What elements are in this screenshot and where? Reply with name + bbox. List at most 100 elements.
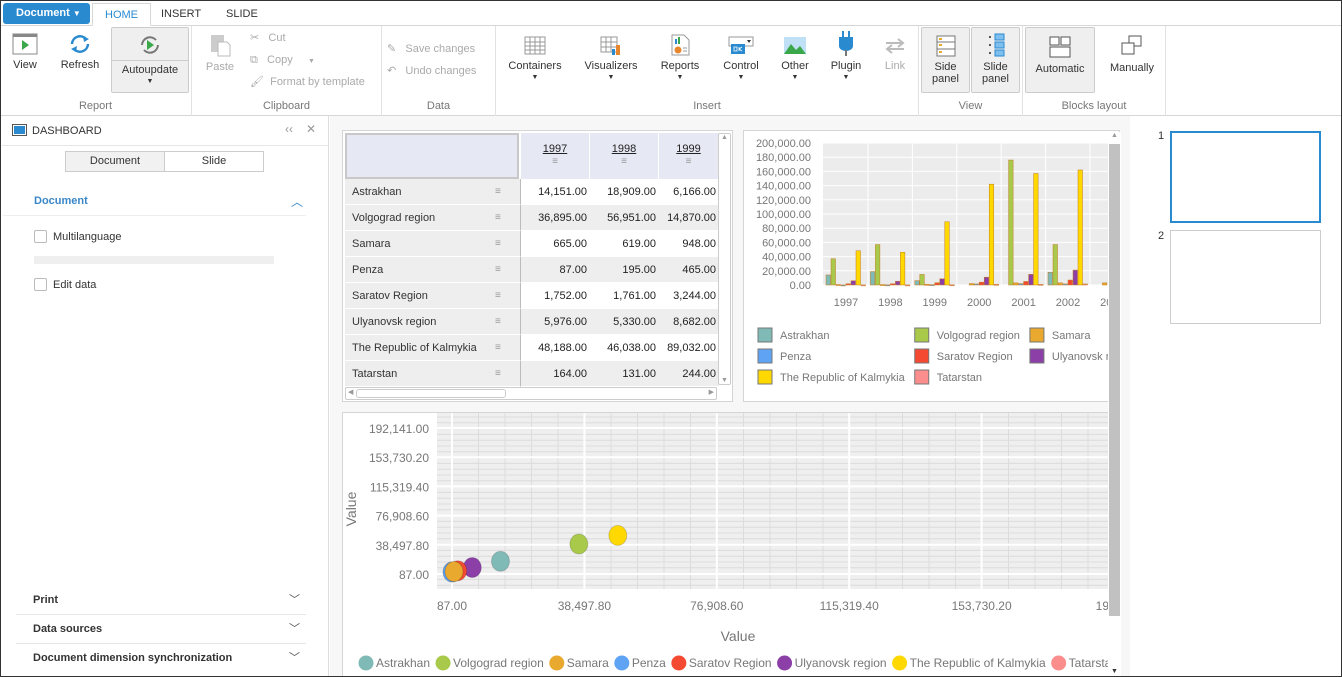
edit-data-checkbox[interactable] [34, 278, 47, 291]
segment-slide[interactable]: Slide [164, 151, 264, 172]
scroll-left-icon[interactable]: ◀ [348, 389, 354, 396]
table-cell[interactable]: 131.00 [590, 361, 659, 387]
filter-icon[interactable]: ≡ [495, 290, 501, 301]
filter-icon[interactable]: ≡ [495, 316, 501, 327]
segment-document[interactable]: Document [65, 151, 165, 172]
filter-icon[interactable]: ≡ [495, 342, 501, 353]
document-section-header[interactable]: Document ︿ [3, 186, 306, 216]
row-header[interactable]: Ulyanovsk region ≡ [345, 309, 521, 335]
scroll-thumb[interactable] [356, 389, 506, 398]
table-cell[interactable]: 5,330.00 [590, 309, 659, 335]
refresh-button[interactable]: Refresh [56, 33, 104, 71]
table-cell[interactable]: 18,909.00 [590, 179, 659, 205]
multilanguage-checkbox[interactable] [34, 230, 47, 243]
table-cell[interactable]: 465.00 [659, 257, 719, 283]
table-cell[interactable]: 48,188.00 [521, 335, 590, 361]
row-header[interactable]: Astrakhan ≡ [345, 179, 521, 205]
scroll-up-icon[interactable]: ▲ [721, 134, 728, 141]
scroll-thumb[interactable] [1109, 144, 1120, 616]
collapse-panel-icon[interactable]: ‹‹ [285, 122, 293, 136]
scatter-chart-block[interactable]: 87.00 38,497.80 76,908.60 115,319.40 153,730… [342, 412, 1120, 677]
filter-icon[interactable]: ≡ [495, 212, 501, 223]
slide-panel-button[interactable]: Slide panel [971, 27, 1020, 93]
slide-number: 1 [1158, 130, 1165, 142]
table-cell[interactable]: 89,032.00 [659, 335, 719, 361]
column-header[interactable]: 1998 ≡ [590, 133, 658, 179]
table-horizontal-scrollbar[interactable]: ◀ ▶ [345, 387, 717, 400]
control-button[interactable]: Control ▼ [718, 36, 764, 81]
autoupdate-button[interactable]: Autoupdate ▼ [111, 27, 189, 93]
row-header[interactable]: Samara ≡ [345, 231, 521, 257]
canvas-vertical-scrollbar[interactable]: ▲ ▼ [1108, 132, 1121, 677]
plugin-button[interactable]: Plugin ▼ [826, 30, 866, 81]
filter-icon[interactable]: ≡ [495, 238, 501, 249]
visualizers-button[interactable]: Visualizers ▼ [580, 36, 642, 81]
slide-thumbnail-2[interactable] [1170, 230, 1321, 324]
table-cell[interactable]: 56,951.00 [590, 205, 659, 231]
scroll-down-icon[interactable]: ▼ [721, 377, 728, 384]
manually-button[interactable]: Manually [1101, 34, 1163, 74]
table-cell[interactable]: 948.00 [659, 231, 719, 257]
view-button[interactable]: View [5, 33, 45, 71]
bar-chart-block[interactable]: 0.00 20,000.00 40,000.00 60,000.00 80,000.00… [743, 130, 1120, 402]
scroll-up-icon[interactable]: ▲ [1111, 132, 1118, 139]
automatic-button[interactable]: Automatic [1025, 27, 1095, 93]
scroll-down-icon[interactable]: ▼ [1111, 668, 1118, 675]
table-cell[interactable]: 665.00 [521, 231, 590, 257]
containers-button[interactable]: Containers ▼ [504, 36, 566, 81]
section-data-sources[interactable]: Data sources ﹀ [16, 615, 306, 644]
format-by-template-button[interactable]: 🖌 Format by template [250, 75, 365, 88]
filter-icon[interactable]: ≡ [552, 156, 558, 167]
table-cell[interactable]: 619.00 [590, 231, 659, 257]
cut-button[interactable]: ✂ Cut [250, 31, 286, 44]
table-cell[interactable]: 3,244.00 [659, 283, 719, 309]
close-icon[interactable]: ✕ [306, 122, 317, 136]
slide-thumbnail-1[interactable] [1170, 131, 1321, 223]
column-header[interactable]: 1999 ≡ [659, 133, 718, 179]
table-cell[interactable]: 14,151.00 [521, 179, 590, 205]
table-vertical-scrollbar[interactable]: ▲ ▼ [718, 133, 731, 385]
side-panel-button[interactable]: Side panel [921, 27, 970, 93]
table-cell[interactable]: 87.00 [521, 257, 590, 283]
table-cell[interactable]: 14,870.00 [659, 205, 719, 231]
table-cell[interactable]: 1,761.00 [590, 283, 659, 309]
paste-button[interactable]: Paste [200, 33, 240, 73]
table-block[interactable]: 1997 ≡ 1998 ≡ 1999 ≡ Astrakhan ≡ 14,151.00 18,90… [342, 130, 733, 402]
tab-slide[interactable]: SLIDE [226, 8, 258, 20]
filter-icon[interactable]: ≡ [685, 156, 692, 167]
undo-changes-button[interactable]: ↶ Undo changes [387, 64, 476, 77]
column-header[interactable]: 1997 ≡ [521, 133, 589, 179]
filter-icon[interactable]: ≡ [495, 368, 501, 379]
table-cell[interactable]: 164.00 [521, 361, 590, 387]
other-button[interactable]: Other ▼ [776, 36, 814, 81]
reports-button[interactable]: Reports ▼ [656, 34, 704, 81]
document-menu-button[interactable]: Document ▼ [3, 3, 90, 24]
tab-insert[interactable]: INSERT [161, 8, 202, 20]
table-cell[interactable]: 5,976.00 [521, 309, 590, 335]
section-print[interactable]: Print ﹀ [16, 586, 306, 615]
table-cell[interactable]: 6,166.00 [659, 179, 719, 205]
row-header[interactable]: The Republic of Kalmykia ≡ [345, 335, 521, 361]
copy-button[interactable]: ⧉ Copy ▼ [250, 54, 315, 67]
filter-icon[interactable]: ≡ [621, 156, 627, 167]
multilanguage-option[interactable]: Multilanguage [34, 230, 122, 243]
tab-home[interactable]: HOME [92, 3, 151, 26]
row-header[interactable]: Penza ≡ [345, 257, 521, 283]
x-tick-label: 1999 [923, 297, 947, 309]
edit-data-option[interactable]: Edit data [34, 278, 96, 291]
row-header[interactable]: Tatarstan ≡ [345, 361, 521, 387]
row-header[interactable]: Saratov Region ≡ [345, 283, 521, 309]
link-button[interactable]: Link [878, 36, 912, 72]
table-cell[interactable]: 1,752.00 [521, 283, 590, 309]
save-changes-button[interactable]: ✎ Save changes [387, 42, 475, 55]
row-header[interactable]: Volgograd region ≡ [345, 205, 521, 231]
table-cell[interactable]: 36,895.00 [521, 205, 590, 231]
filter-icon[interactable]: ≡ [495, 186, 501, 197]
table-cell[interactable]: 8,682.00 [659, 309, 719, 335]
scroll-right-icon[interactable]: ▶ [708, 389, 714, 396]
table-cell[interactable]: 244.00 [659, 361, 719, 387]
table-cell[interactable]: 46,038.00 [590, 335, 659, 361]
section-dimension-sync[interactable]: Document dimension synchronization ﹀ [16, 644, 306, 673]
table-cell[interactable]: 195.00 [590, 257, 659, 283]
filter-icon[interactable]: ≡ [495, 264, 501, 275]
